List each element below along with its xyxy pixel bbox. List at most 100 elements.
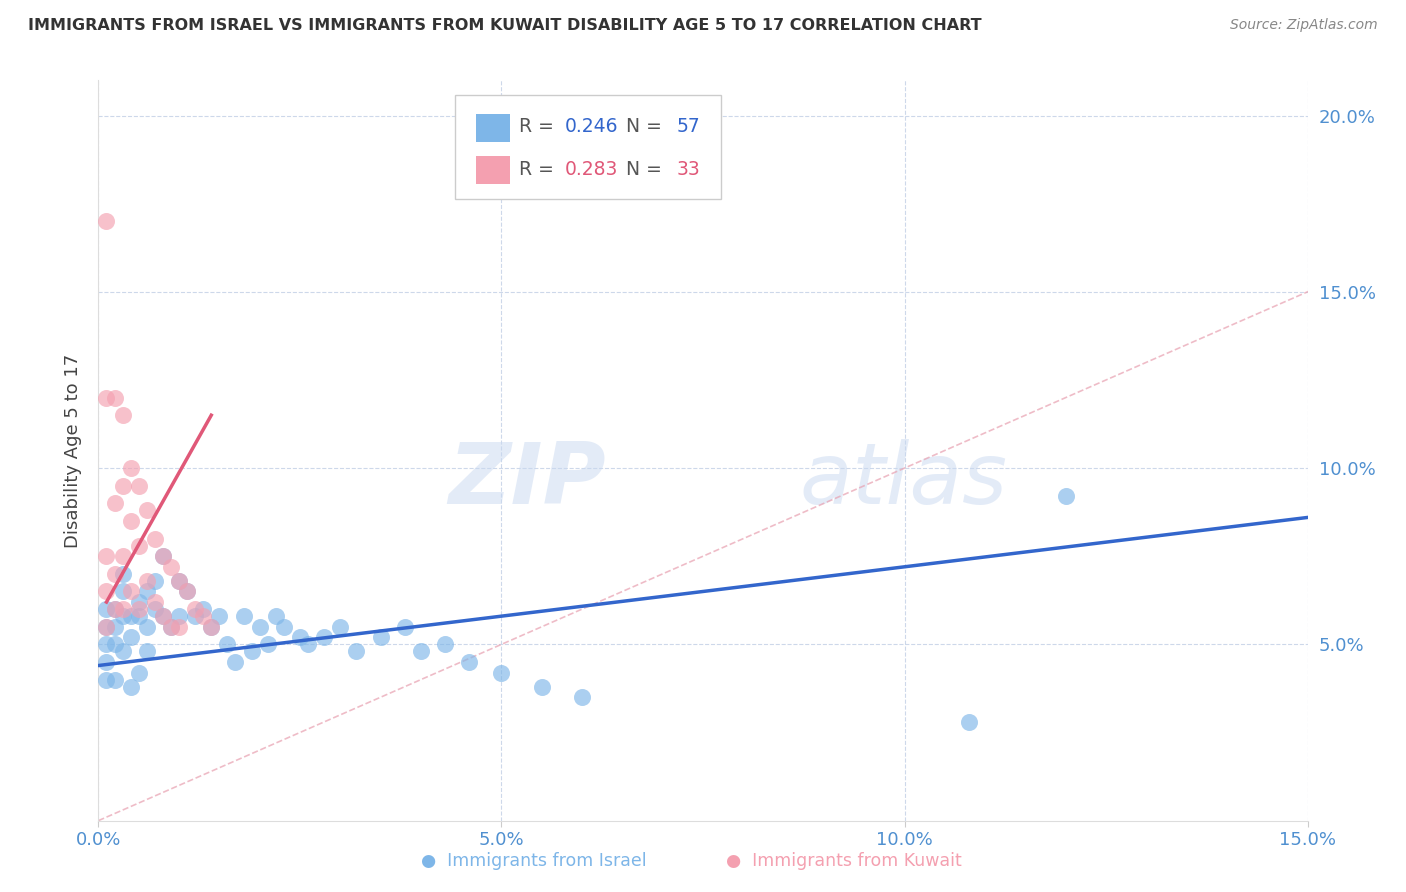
Point	[120, 514, 142, 528]
Point	[200, 620, 222, 634]
Point	[103, 566, 125, 581]
Point	[957, 714, 980, 729]
Point	[120, 609, 142, 624]
Point	[96, 637, 118, 651]
Point	[167, 609, 190, 624]
Point	[370, 630, 392, 644]
Text: atlas: atlas	[800, 439, 1008, 522]
Point	[128, 539, 150, 553]
Point	[217, 637, 239, 651]
Point	[264, 609, 287, 624]
Point	[120, 584, 142, 599]
Text: IMMIGRANTS FROM ISRAEL VS IMMIGRANTS FROM KUWAIT DISABILITY AGE 5 TO 17 CORRELAT: IMMIGRANTS FROM ISRAEL VS IMMIGRANTS FRO…	[28, 18, 981, 33]
Point	[249, 620, 271, 634]
Point	[96, 655, 118, 669]
Point	[128, 665, 150, 680]
Point	[152, 609, 174, 624]
Point	[152, 549, 174, 564]
Point	[184, 609, 207, 624]
Point	[314, 630, 336, 644]
Point	[208, 609, 231, 624]
Point	[128, 602, 150, 616]
Point	[135, 584, 157, 599]
Point	[434, 637, 457, 651]
Point	[329, 620, 352, 634]
Text: 33: 33	[676, 160, 700, 178]
FancyBboxPatch shape	[475, 156, 509, 184]
Point	[394, 620, 416, 634]
Point	[530, 680, 553, 694]
Point	[135, 574, 157, 588]
Point	[273, 620, 295, 634]
Point	[193, 602, 215, 616]
Point	[120, 461, 142, 475]
Point	[103, 391, 125, 405]
Point	[120, 680, 142, 694]
Point	[200, 620, 222, 634]
Point	[96, 391, 118, 405]
Point	[135, 644, 157, 658]
Point	[128, 609, 150, 624]
Point	[103, 620, 125, 634]
Point	[143, 595, 166, 609]
Point	[96, 620, 118, 634]
Point	[135, 620, 157, 634]
Point	[111, 408, 134, 422]
Point	[224, 655, 246, 669]
FancyBboxPatch shape	[475, 113, 509, 142]
Point	[571, 690, 593, 705]
Point	[491, 665, 513, 680]
Point	[96, 673, 118, 687]
Point	[143, 532, 166, 546]
Point	[167, 574, 190, 588]
Text: N =: N =	[613, 117, 668, 136]
Point	[152, 549, 174, 564]
Point	[297, 637, 319, 651]
Text: R =: R =	[519, 160, 560, 178]
Point	[176, 584, 198, 599]
Point	[167, 574, 190, 588]
Point	[167, 620, 190, 634]
Point	[288, 630, 311, 644]
FancyBboxPatch shape	[456, 95, 721, 199]
Point	[111, 549, 134, 564]
Text: 57: 57	[676, 117, 700, 136]
Point	[103, 637, 125, 651]
Text: Source: ZipAtlas.com: Source: ZipAtlas.com	[1230, 18, 1378, 32]
Point	[193, 609, 215, 624]
Point	[111, 644, 134, 658]
Point	[458, 655, 481, 669]
Y-axis label: Disability Age 5 to 17: Disability Age 5 to 17	[65, 353, 83, 548]
Point	[111, 602, 134, 616]
Point	[111, 479, 134, 493]
Point	[111, 609, 134, 624]
Point	[409, 644, 432, 658]
Point	[344, 644, 367, 658]
Point	[120, 630, 142, 644]
Point	[143, 574, 166, 588]
Point	[143, 602, 166, 616]
Point	[103, 602, 125, 616]
Point	[96, 602, 118, 616]
Point	[103, 673, 125, 687]
Text: ●  Immigrants from Kuwait: ● Immigrants from Kuwait	[725, 852, 962, 870]
Point	[152, 609, 174, 624]
Point	[111, 566, 134, 581]
Point	[96, 214, 118, 228]
Point	[232, 609, 254, 624]
Point	[160, 620, 183, 634]
Point	[256, 637, 278, 651]
Point	[96, 620, 118, 634]
Point	[128, 479, 150, 493]
Point	[111, 584, 134, 599]
Text: R =: R =	[519, 117, 560, 136]
Point	[96, 549, 118, 564]
Point	[135, 503, 157, 517]
Point	[128, 595, 150, 609]
Text: 0.246: 0.246	[565, 117, 619, 136]
Point	[103, 496, 125, 510]
Text: ZIP: ZIP	[449, 439, 606, 522]
Point	[96, 584, 118, 599]
Point	[160, 559, 183, 574]
Point	[176, 584, 198, 599]
